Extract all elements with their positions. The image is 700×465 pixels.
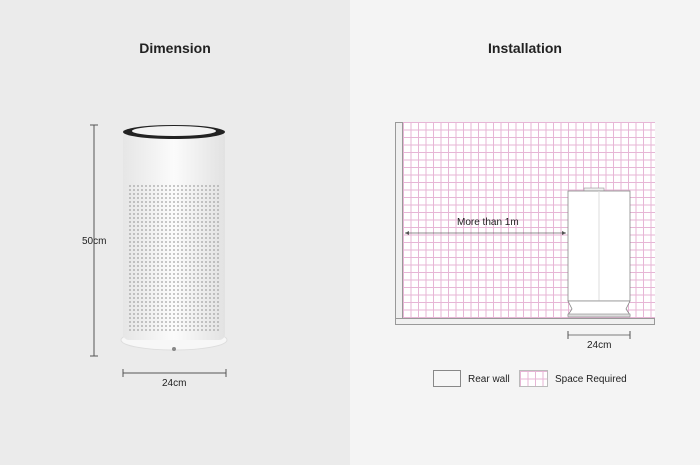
floor (395, 318, 655, 325)
clearance-label: More than 1m (457, 217, 519, 228)
installation-width-label: 24cm (587, 340, 612, 351)
installation-panel: Installation More than 1m 24cm Rear wall… (350, 0, 700, 465)
legend-label-rear-wall: Rear wall (468, 374, 510, 385)
width-label: 24cm (162, 378, 187, 389)
width-dimension-line (122, 369, 227, 377)
purifier-image (120, 125, 228, 351)
height-label: 50cm (82, 236, 107, 247)
dimension-panel: Dimension 50cm 24cm (0, 0, 350, 465)
clearance-arrow (405, 231, 566, 235)
purifier-outline (567, 187, 631, 318)
legend-swatch-rear-wall (433, 370, 461, 387)
installation-title: Installation (488, 40, 562, 56)
height-dimension-line (90, 124, 98, 357)
legend-swatch-space-required (519, 370, 548, 387)
legend-label-space-required: Space Required (555, 374, 627, 385)
purifier-dimension-drawing (90, 124, 228, 377)
width-dimension-line (567, 331, 631, 339)
installation-drawing (405, 187, 631, 339)
dimension-title: Dimension (139, 40, 211, 56)
